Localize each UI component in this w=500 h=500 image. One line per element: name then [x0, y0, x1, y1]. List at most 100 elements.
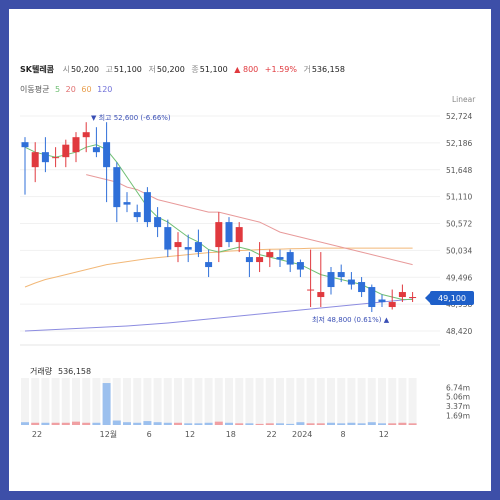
volume-bar-bg	[367, 378, 376, 425]
candle-body	[82, 132, 90, 138]
candle-body	[276, 257, 284, 260]
candle	[72, 132, 80, 163]
volume-bar-bg	[316, 378, 325, 425]
price-tag-bg	[430, 291, 474, 305]
candle-body	[133, 212, 141, 218]
volume-bar	[235, 423, 244, 425]
volume-bar-bg	[184, 378, 193, 425]
volume-bar-bg	[255, 378, 264, 425]
volume-panel-value: 536,158	[58, 367, 91, 376]
date-tick-label: 12월	[100, 429, 118, 439]
date-tick-label: 12	[379, 430, 389, 439]
candle-body	[123, 202, 131, 205]
volume-bar-bg	[286, 378, 295, 425]
candle	[174, 232, 182, 263]
price-tick-label: 52,186	[446, 139, 472, 148]
candle	[225, 217, 233, 248]
candle-body	[398, 292, 406, 298]
candle	[256, 242, 264, 273]
high-label: 고	[105, 65, 113, 74]
volume-bar-bg	[265, 378, 274, 425]
candle-body	[113, 167, 121, 208]
ma20-line	[86, 174, 413, 266]
candle	[307, 249, 315, 308]
volume-bar	[133, 422, 142, 425]
volume-bar-bg	[123, 378, 131, 425]
ma5-label[interactable]: 5	[55, 85, 61, 94]
candle	[92, 127, 100, 158]
volume-bar-bg	[214, 378, 223, 425]
candle	[31, 142, 39, 183]
volume-value: 536,158	[311, 65, 345, 74]
candle-body	[266, 252, 274, 258]
date-tick-label: 22	[32, 430, 42, 439]
volume-bar-bg	[276, 378, 284, 425]
volume-bar-bg	[388, 378, 397, 425]
ma-legend-title: 이동평균	[20, 85, 50, 94]
ma20-label[interactable]: 20	[65, 85, 76, 94]
high-value: 51,100	[113, 65, 142, 74]
candle-body	[245, 257, 253, 263]
price-tick-label: 51,110	[446, 193, 472, 202]
volume-bar	[347, 422, 356, 425]
candle	[143, 187, 151, 228]
date-tick-label: 6	[147, 430, 152, 439]
volume-bar-bg	[245, 378, 254, 425]
volume-tick-label: 6.74m	[446, 383, 470, 392]
price-tick-label: 50,572	[446, 220, 472, 229]
candle-body	[52, 157, 60, 159]
max-price-annotation: ▼ 최고 52,600 (-6.66%)	[91, 113, 171, 122]
volume-bar	[123, 422, 131, 425]
volume-bar	[214, 421, 223, 425]
candle-body	[205, 262, 213, 268]
volume-bar-bg	[163, 378, 172, 425]
ma120-line	[24, 298, 413, 332]
candle-body	[143, 192, 151, 223]
volume-bar	[245, 423, 254, 425]
candle	[62, 139, 70, 168]
candle-body	[378, 299, 386, 303]
volume-bar	[378, 423, 386, 425]
volume-bar	[204, 422, 213, 425]
candle	[368, 284, 376, 313]
price-tag-text: 49,100	[438, 294, 466, 303]
price-tick-label: 51,648	[446, 166, 472, 175]
volume-bar	[276, 423, 284, 425]
volume-bar-bg	[31, 378, 40, 425]
volume-title: 거래량	[30, 366, 53, 376]
volume-bar	[316, 423, 325, 425]
date-axis: 22 12월 6 12 18 22 2024 8 12	[32, 429, 389, 439]
ma120-label[interactable]: 120	[97, 85, 113, 94]
volume-bar	[408, 423, 417, 425]
close-value: 51,100	[199, 65, 228, 74]
ma60-label[interactable]: 60	[81, 85, 92, 94]
low-label: 저	[148, 65, 156, 74]
volume-bar-bg	[357, 378, 366, 425]
candle-body	[368, 287, 376, 308]
volume-bar-bg	[204, 378, 213, 425]
candle	[82, 122, 90, 153]
date-tick-label: 22	[267, 430, 277, 439]
volume-bar	[41, 422, 50, 425]
volume-tick-label: 3.37m	[446, 402, 470, 411]
change-value: ▲ 800	[234, 65, 259, 74]
candle	[103, 122, 111, 203]
scale-mode-toggle[interactable]: Linear	[452, 95, 476, 104]
volume-tick-label: 5.06m	[446, 393, 470, 402]
candle	[388, 289, 396, 310]
volume-bar-bg	[194, 378, 203, 425]
date-tick-label: 12	[185, 430, 195, 439]
candle-body	[21, 142, 29, 148]
volume-bar	[296, 422, 305, 425]
candle	[154, 207, 162, 238]
candle-body	[184, 247, 192, 250]
volume-bar	[265, 423, 274, 425]
moving-average-legend[interactable]: 이동평균 5 20 60 120	[20, 84, 115, 95]
volume-bar	[306, 423, 315, 425]
price-tick-label: 52,724	[446, 112, 472, 121]
volume-bar	[143, 421, 152, 425]
price-tick-label: 50,034	[446, 246, 472, 255]
date-tick-label: 8	[340, 430, 345, 439]
